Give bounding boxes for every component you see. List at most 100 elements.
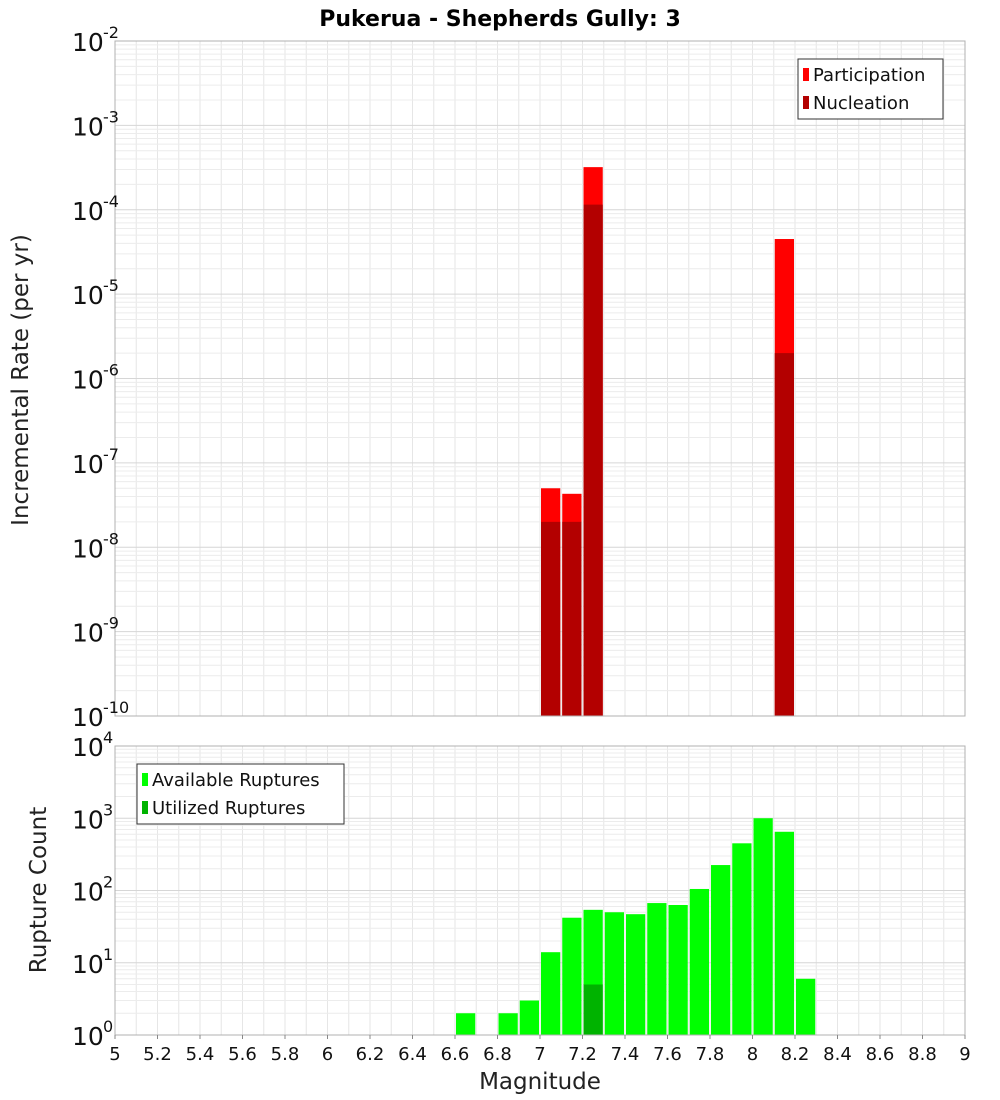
y-tick-label: 10 3	[72, 800, 113, 834]
y-tick-exponent: -7	[103, 445, 119, 464]
x-tick-label: 6.4	[398, 1044, 427, 1065]
y-tick-label: 10 -3	[72, 107, 119, 141]
x-tick-label: 8.8	[908, 1044, 937, 1065]
y-tick-base: 10	[72, 703, 104, 732]
y-tick-label: 10 -5	[72, 276, 119, 310]
y-tick-base: 10	[72, 450, 104, 479]
x-tick-label: 6.2	[356, 1044, 385, 1065]
bar	[541, 521, 561, 716]
x-tick-label: 5.6	[228, 1044, 257, 1065]
legend-swatch	[142, 801, 148, 814]
y-tick-exponent: -2	[103, 23, 119, 42]
x-tick-label: 5.8	[271, 1044, 300, 1065]
utilized-ruptures-series	[583, 984, 603, 1035]
bar	[583, 204, 603, 717]
rate-y-axis-label: Incremental Rate (per yr)	[8, 234, 34, 526]
y-tick-base: 10	[72, 619, 104, 648]
x-ticks: 5 5.2 5.4 5.6 5.8 6 6.2 6.4 6.6 6.8 7 7.2 7.4 7.6 7.8 8…	[109, 1035, 971, 1065]
bar	[753, 818, 773, 1035]
x-tick-label: 5	[109, 1044, 120, 1065]
bar	[774, 831, 794, 1035]
y-tick-exponent: 4	[103, 728, 113, 747]
x-tick-label: 8.2	[781, 1044, 810, 1065]
bar	[498, 1013, 518, 1035]
rate-legend: Participation Nucleation	[797, 58, 944, 120]
y-tick-base: 10	[72, 28, 104, 57]
x-tick-label: 7.6	[653, 1044, 682, 1065]
x-tick-label: 5.4	[186, 1044, 215, 1065]
y-tick-exponent: -5	[103, 276, 119, 295]
legend-swatch	[803, 68, 809, 81]
x-axis-label: Magnitude	[479, 1069, 601, 1095]
bar	[604, 912, 624, 1035]
nucleation-series	[541, 204, 794, 717]
legend-entry: Available Ruptures	[152, 770, 320, 791]
y-tick-label: 10 -9	[72, 614, 119, 648]
bar	[456, 1013, 476, 1035]
y-tick-label: 10 -7	[72, 445, 119, 479]
x-tick-label: 7.8	[696, 1044, 725, 1065]
x-tick-label: 6	[322, 1044, 333, 1065]
y-tick-exponent: -6	[103, 361, 119, 380]
rupture-count-plot: 10 010 110 210 310 45 5.2 5.4 5.6 5.8 6 6.2 6.4 6.6 6.…	[72, 728, 971, 1065]
y-tick-exponent: -9	[103, 614, 119, 633]
y-tick-base: 10	[72, 1022, 104, 1051]
bar	[519, 1000, 539, 1035]
y-tick-label: 10 0	[72, 1017, 113, 1051]
legend-swatch	[142, 773, 148, 786]
bar	[562, 917, 582, 1035]
bar	[732, 843, 752, 1035]
y-tick-label: 10 -2	[72, 23, 119, 57]
y-tick-label: 10 -4	[72, 192, 119, 226]
available-ruptures-series	[456, 818, 816, 1035]
y-tick-exponent: -3	[103, 107, 119, 126]
x-tick-label: 8.6	[866, 1044, 895, 1065]
bar	[583, 984, 603, 1035]
rate-grid	[114, 41, 966, 717]
legend-entry: Participation	[813, 65, 925, 86]
y-tick-exponent: 2	[103, 873, 113, 892]
bar	[774, 353, 794, 716]
y-tick-base: 10	[72, 112, 104, 141]
y-tick-label: 10 1	[72, 945, 113, 979]
legend-box	[797, 58, 944, 120]
y-tick-exponent: -10	[103, 698, 129, 717]
y-tick-exponent: 0	[103, 1017, 113, 1036]
y-tick-label: 10 2	[72, 873, 113, 907]
bar	[541, 952, 561, 1035]
count-y-axis-label: Rupture Count	[26, 807, 52, 973]
bar	[626, 914, 646, 1035]
legend-entry: Nucleation	[813, 93, 909, 114]
legend-entry: Utilized Ruptures	[152, 798, 305, 819]
bar	[562, 521, 582, 716]
x-tick-label: 8.4	[823, 1044, 852, 1065]
x-tick-label: 6.8	[483, 1044, 512, 1065]
y-tick-base: 10	[72, 878, 104, 907]
y-tick-exponent: -4	[103, 192, 119, 211]
bar	[647, 903, 667, 1035]
x-tick-label: 6.6	[441, 1044, 470, 1065]
x-tick-label: 9	[959, 1044, 970, 1065]
x-tick-label: 7	[534, 1044, 545, 1065]
y-tick-label: 10 -8	[72, 529, 119, 563]
y-tick-label: 10 -6	[72, 361, 119, 395]
y-tick-exponent: 1	[103, 945, 113, 964]
legend-swatch	[803, 96, 809, 109]
y-tick-base: 10	[72, 950, 104, 979]
chart-title: Pukerua - Shepherds Gully: 3	[319, 7, 681, 32]
count-legend: Available Ruptures Utilized Ruptures	[136, 763, 345, 825]
y-tick-base: 10	[72, 534, 104, 563]
x-tick-label: 7.2	[568, 1044, 597, 1065]
y-tick-label: 10 -10	[72, 698, 129, 732]
legend-box	[136, 763, 345, 825]
bar	[668, 904, 688, 1035]
bar	[689, 888, 709, 1035]
x-tick-label: 7.4	[611, 1044, 640, 1065]
y-tick-base: 10	[72, 197, 104, 226]
x-tick-label: 8	[747, 1044, 758, 1065]
y-tick-label: 10 4	[72, 728, 113, 762]
